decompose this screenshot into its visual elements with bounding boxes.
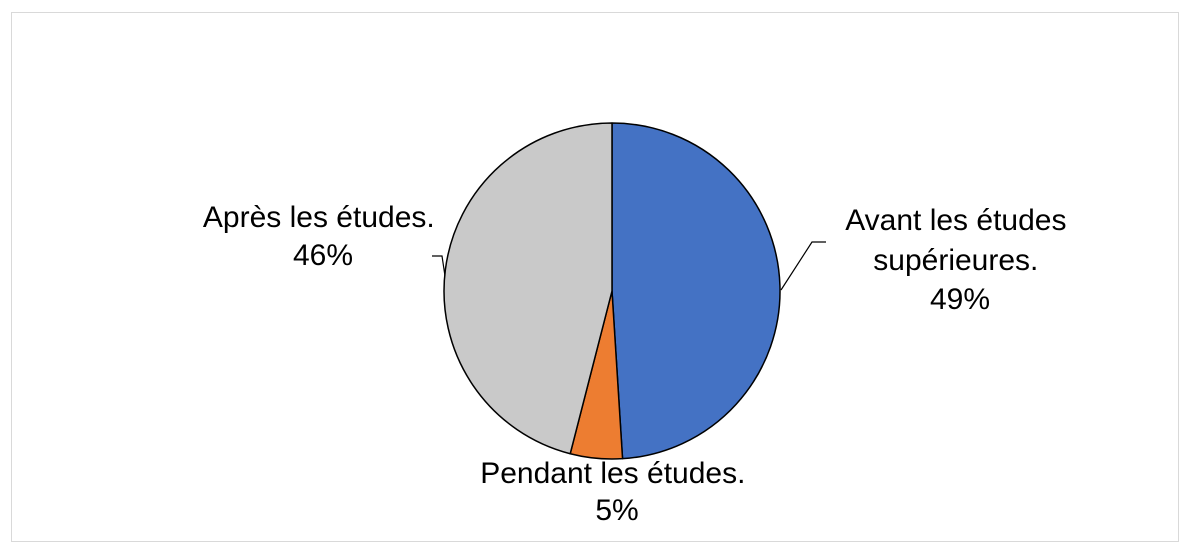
slice-label-pendant-line-1: Pendant les études. bbox=[480, 457, 745, 490]
pie-slice-avant bbox=[611, 122, 781, 460]
pie-slice-apres bbox=[443, 122, 613, 455]
slice-label-avant-line-2: supérieures. bbox=[873, 244, 1038, 277]
leader-lines-layer bbox=[432, 241, 826, 291]
leader-line-avant bbox=[780, 241, 826, 291]
slice-label-pendant: Pendant les études. 5% bbox=[480, 457, 754, 526]
slice-label-apres-line-1: Après les études. bbox=[203, 201, 435, 234]
slice-label-avant: Avant les études supérieures. 49% bbox=[845, 204, 1075, 316]
slice-label-apres: Après les études. 46% bbox=[203, 201, 443, 272]
slice-percent-apres: 46% bbox=[293, 239, 353, 272]
labels-layer: Avant les études supérieures. 49% Pendan… bbox=[203, 201, 1075, 526]
pie-chart: Avant les études supérieures. 49% Pendan… bbox=[203, 122, 1075, 526]
leader-line-apres bbox=[432, 255, 446, 277]
slice-percent-avant: 49% bbox=[930, 283, 990, 316]
slice-percent-pendant: 5% bbox=[595, 494, 638, 526]
slice-label-avant-line-1: Avant les études bbox=[845, 204, 1066, 237]
slices-layer bbox=[443, 122, 781, 460]
